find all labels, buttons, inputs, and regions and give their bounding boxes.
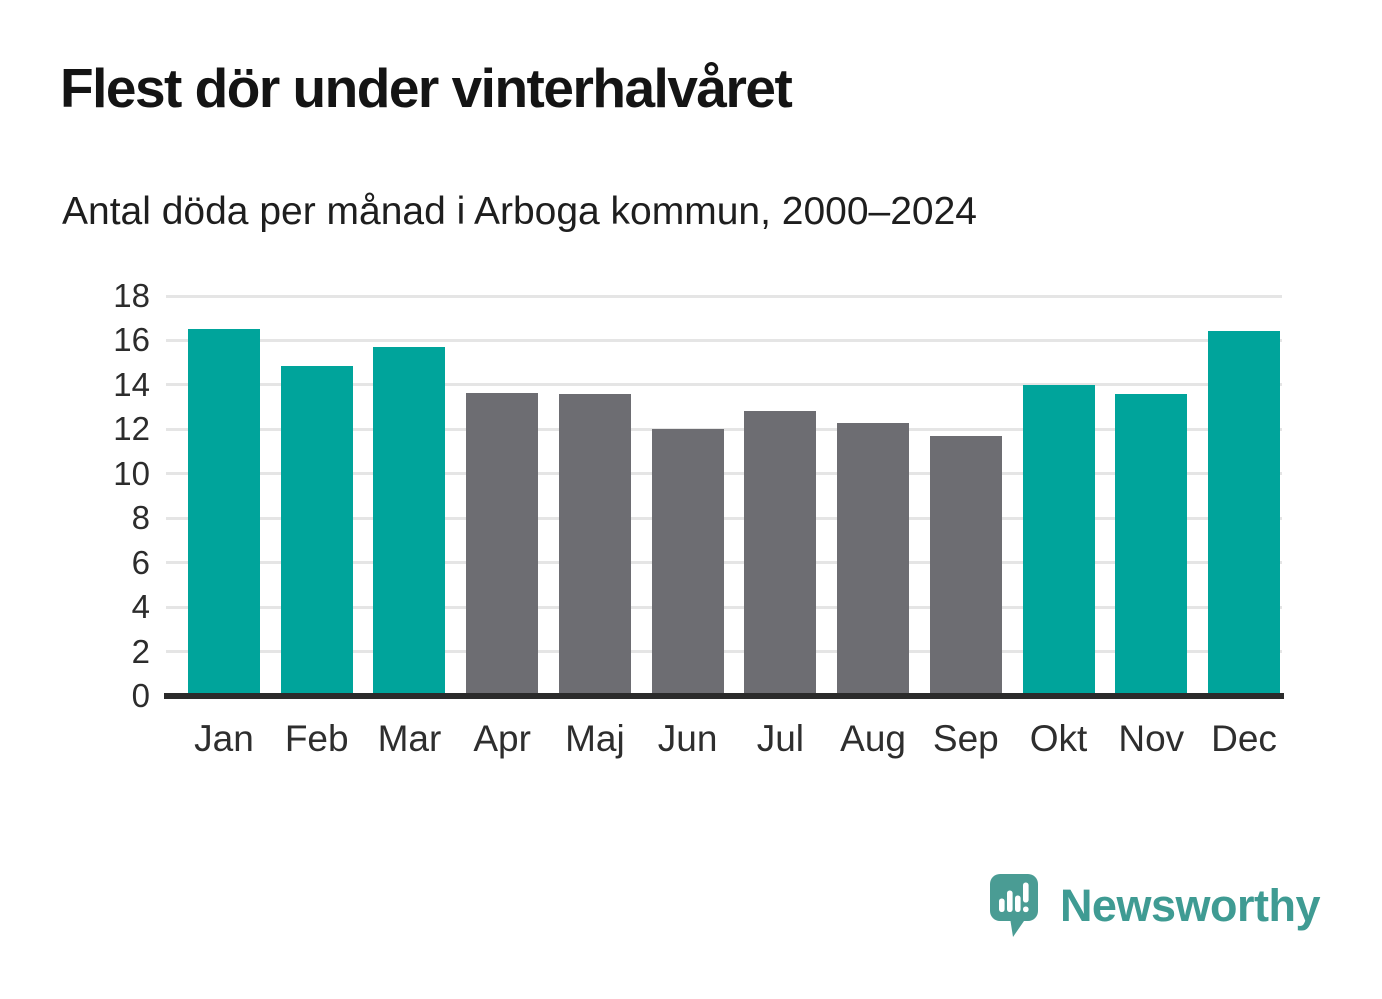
newsworthy-logo-text: Newsworthy [1059,879,1321,931]
bar-apr [466,392,539,695]
x-tick-label-mar: Mar [377,718,442,759]
gridline-8 [166,516,1282,520]
gridline-16 [166,338,1282,342]
y-tick-label-0: 0 [131,677,150,714]
bar-mar [373,347,446,695]
gridline-12 [166,427,1282,431]
bar-okt [1022,385,1095,695]
bar-maj [558,393,631,695]
gridline-18 [166,294,1282,298]
x-tick-label-sep: Sep [932,718,999,759]
x-axis-line [164,693,1284,699]
newsworthy-logo-mark-icon [989,874,1038,937]
bar-aug [837,422,910,695]
x-tick-label-jul: Jul [756,718,805,759]
x-tick-label-apr: Apr [473,718,531,759]
y-tick-label-16: 16 [113,321,150,359]
x-tick-label-aug: Aug [840,718,906,759]
y-tick-label-14: 14 [113,365,150,403]
plot-area: 0 2 4 6 8 10 12 14 16 18 Jan Feb Mar Apr Maj Jun Jul Aug S… [113,277,1284,759]
x-tick-label-nov: Nov [1118,718,1185,759]
x-tick-label-jan: Jan [194,718,254,759]
bar-jul [744,410,817,695]
bar-nov [1115,393,1188,695]
x-tick-label-okt: Okt [1029,718,1088,759]
y-tick-label-12: 12 [113,410,150,448]
chart-title: Flest dör under vinterhalvåret [60,57,793,119]
x-tick-label-dec: Dec [1211,718,1277,759]
gridline-10 [166,472,1282,476]
x-tick-label-jun: Jun [657,718,718,759]
gridline-6 [166,561,1282,565]
y-tick-label-18: 18 [113,277,150,314]
y-tick-label-10: 10 [113,454,150,492]
y-tick-label-6: 6 [131,543,150,581]
y-tick-label-4: 4 [131,588,150,626]
bar-jan [188,329,260,695]
bar-dec [1208,330,1280,695]
newsworthy-logo: Newsworthy [989,874,1321,937]
bar-feb [280,366,353,695]
x-tick-label-feb: Feb [284,718,349,759]
x-tick-label-maj: Maj [565,718,625,759]
chart-subtitle: Antal döda per månad i Arboga kommun, 20… [62,190,977,233]
bar-jun [651,429,724,695]
y-tick-label-2: 2 [131,632,150,670]
bar-sep [929,436,1002,695]
gridline-14 [166,383,1282,387]
gridline-2 [166,650,1282,654]
y-tick-label-8: 8 [131,499,150,537]
gridline-4 [166,605,1282,609]
